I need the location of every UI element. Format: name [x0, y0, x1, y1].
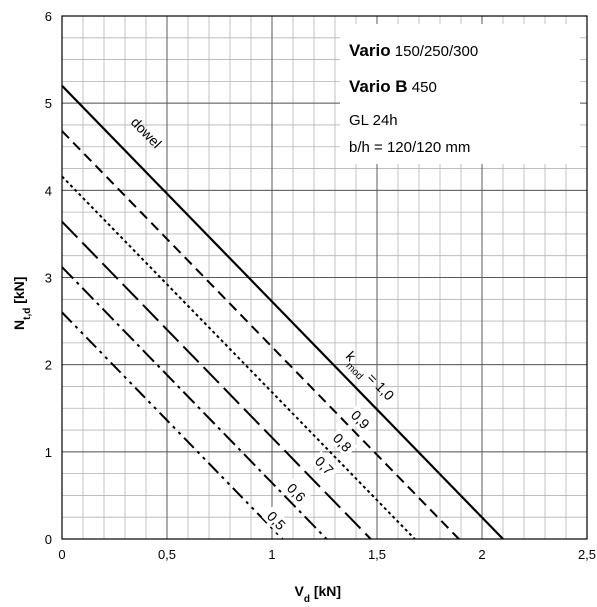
factor-label-bg	[345, 404, 376, 435]
y-tick-label: 1	[45, 445, 52, 460]
legend-box: Vario 150/250/300 Vario B 450 GL 24h b/h = …	[340, 24, 580, 164]
factor-label-bg	[309, 450, 340, 481]
legend-line-text: GL 24h	[349, 112, 398, 129]
x-axis-title: Vd [kN]	[295, 583, 342, 605]
legend-line-bold: Vario	[349, 41, 391, 60]
x-tick-label: 2,5	[578, 547, 596, 562]
y-tick-label: 6	[45, 9, 52, 24]
x-tick-label: 2	[478, 547, 485, 562]
legend-line-1: Vario B 450	[349, 77, 437, 96]
legend-line-text: b/h = 120/120 mm	[349, 139, 470, 156]
tick-labels: 0 0,5 1 1,5 2 2,5 0 1 2 3 4 5 6	[45, 9, 596, 562]
series-layer	[61, 84, 504, 540]
y-tick-label: 3	[45, 271, 52, 286]
legend-background	[340, 24, 580, 164]
legend-line-text: 450	[408, 79, 437, 96]
axis-titles: Vd [kN] Nt,d [kN]	[11, 277, 341, 605]
series-line-2	[61, 175, 416, 540]
plot-frame	[61, 15, 588, 540]
factor-label-bg	[261, 505, 292, 536]
y-tick-label: 0	[45, 532, 52, 547]
y-tick-label: 4	[45, 183, 52, 198]
x-tick-label: 1	[268, 547, 275, 562]
factor-label-bg	[281, 477, 312, 508]
x-tick-label: 1,5	[368, 547, 386, 562]
legend-line-2: GL 24h	[349, 112, 398, 129]
y-tick-label: 2	[45, 358, 52, 373]
series-line-3	[61, 221, 372, 540]
series-line-4	[61, 266, 328, 540]
series-line-0	[61, 84, 504, 540]
factor-label-bg	[327, 427, 358, 458]
legend-line-0: Vario 150/250/300	[349, 41, 478, 60]
legend-line-text: 150/250/300	[391, 43, 479, 60]
y-axis-title: Nt,d [kN]	[11, 277, 33, 330]
x-tick-label: 0	[58, 547, 65, 562]
legend-line-bold: Vario B	[349, 77, 408, 96]
x-tick-label: 0,5	[158, 547, 176, 562]
y-tick-label: 5	[45, 96, 52, 111]
legend-line-3: b/h = 120/120 mm	[349, 139, 470, 156]
